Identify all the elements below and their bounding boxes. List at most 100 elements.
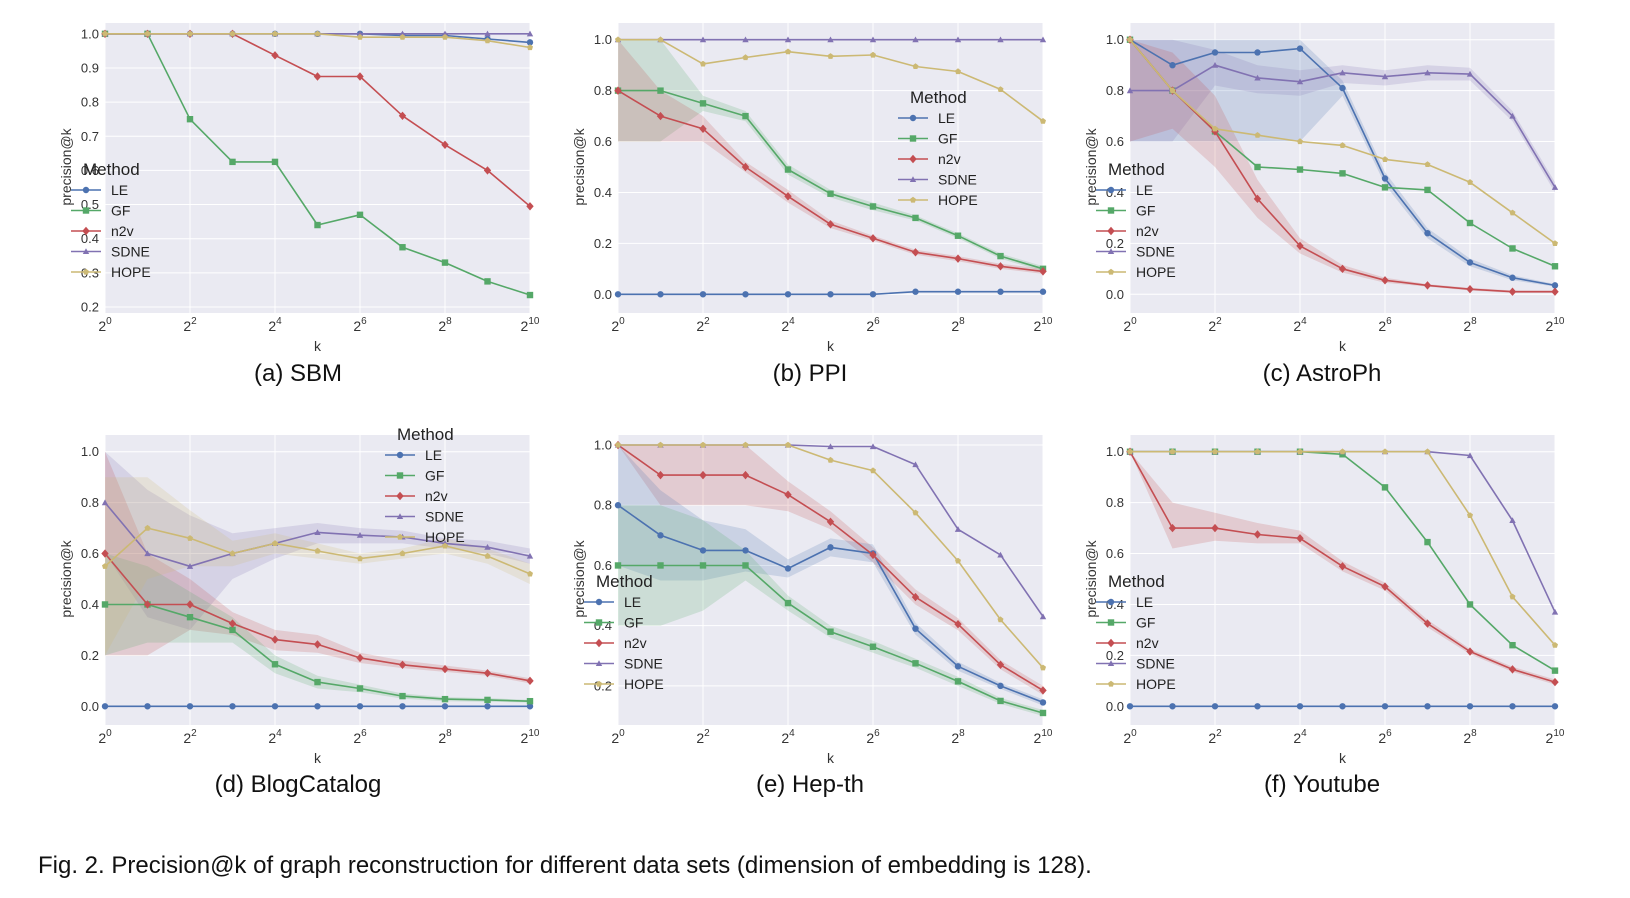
legend-marker-le [909, 114, 917, 122]
data-point-sdne [997, 36, 1004, 43]
x-tick-label: 20 [98, 316, 112, 334]
x-tick-label: 22 [1208, 316, 1222, 334]
data-point-le [314, 703, 321, 710]
data-point-gf [699, 100, 707, 107]
data-point-le [784, 565, 792, 572]
data-point-n2v [911, 592, 920, 602]
data-point-n2v [1296, 534, 1304, 543]
y-tick-label: 0.0 [81, 699, 99, 714]
subcaption-blogcatalog: (d) BlogCatalog [214, 771, 382, 798]
data-point-gf [526, 697, 534, 705]
legend-label: GF [938, 131, 957, 147]
data-point-hope [827, 53, 834, 59]
data-point-le [1169, 61, 1176, 69]
data-point-le [1466, 259, 1474, 266]
legend-marker-n2v [595, 638, 603, 648]
legend-marker-n2v [909, 154, 917, 164]
data-point-hope [657, 441, 664, 448]
data-point-n2v [1039, 686, 1047, 695]
data-point-hope [1552, 240, 1558, 246]
subcaption-astroph: (c) AstroPh [1262, 360, 1382, 387]
y-tick-label: 0.7 [81, 129, 99, 144]
data-point-sdne [1466, 70, 1474, 77]
confidence-band-gf [105, 553, 530, 703]
data-point-n2v [826, 220, 835, 229]
data-point-gf [827, 190, 834, 197]
data-point-sdne [526, 552, 534, 559]
legend: Method LE GF n2v SDNE HOPE [385, 425, 465, 545]
data-point-n2v [526, 202, 534, 211]
data-point-n2v [784, 490, 792, 499]
legend-marker-n2v [1107, 226, 1115, 236]
y-tick-label: 0.6 [594, 558, 612, 573]
x-tick-label: 22 [696, 728, 710, 746]
data-point-gf [229, 626, 236, 634]
data-point-sdne [954, 36, 962, 43]
data-point-n2v [614, 86, 622, 95]
legend-label: HOPE [938, 192, 978, 208]
data-point-le [484, 703, 491, 710]
data-point-hope [1339, 142, 1346, 148]
data-point-le [526, 703, 534, 710]
data-point-gf [441, 695, 449, 703]
x-tick-label: 26 [353, 728, 367, 746]
x-axis-label: k [314, 750, 322, 766]
data-point-sdne [1296, 78, 1304, 85]
x-tick-label: 24 [268, 728, 282, 746]
legend: Method LE GF n2v SDNE HOPE [1096, 572, 1176, 692]
y-axis-label: precision@k [58, 127, 74, 205]
data-point-hope [1467, 512, 1473, 518]
legend-title: Method [596, 572, 653, 591]
data-point-n2v [398, 111, 407, 120]
legend-item-hope: HOPE [385, 529, 465, 545]
legend-marker-hope [1108, 680, 1114, 687]
data-point-n2v [656, 111, 665, 121]
y-axis-label: precision@k [1083, 539, 1099, 617]
y-tick-label: 1.0 [594, 32, 612, 47]
legend-marker-le [1107, 186, 1115, 194]
data-point-le [614, 502, 622, 509]
plot-background [105, 23, 530, 313]
confidence-band-n2v [618, 445, 1043, 695]
y-tick-label: 0.4 [1106, 597, 1124, 612]
data-point-n2v [271, 51, 279, 60]
data-point-le [1296, 45, 1304, 52]
data-point-n2v [526, 676, 534, 686]
x-tick-label: 20 [1123, 728, 1137, 746]
data-point-gf [1424, 186, 1431, 194]
data-point-n2v [699, 470, 707, 480]
data-point-sdne [1509, 517, 1516, 524]
legend-item-hope: HOPE [584, 676, 664, 692]
legend-label: HOPE [425, 529, 465, 545]
subcaption-sbm: (a) SBM [253, 360, 342, 387]
x-tick-label: 22 [696, 316, 710, 334]
legend-item-n2v: n2v [385, 488, 448, 504]
data-point-n2v [1508, 665, 1517, 674]
x-axis-label: k [827, 750, 835, 766]
confidence-band-n2v [105, 451, 530, 684]
legend-label: SDNE [938, 172, 977, 188]
data-point-hope [1552, 642, 1558, 648]
legend-title: Method [1108, 160, 1165, 179]
data-point-hope [1424, 161, 1431, 167]
data-point-le [229, 703, 236, 710]
data-point-sdne [827, 443, 834, 450]
legend-item-sdne: SDNE [1096, 656, 1175, 672]
data-point-hope [399, 34, 406, 40]
y-tick-label: 0.2 [1106, 236, 1124, 251]
data-point-gf [1551, 667, 1559, 674]
data-point-sdne [869, 36, 877, 43]
y-tick-label: 0.0 [594, 287, 612, 302]
data-point-n2v [656, 470, 665, 480]
data-point-le [1381, 175, 1389, 182]
series-le [614, 502, 1047, 706]
data-point-sdne [912, 36, 919, 43]
data-point-le [997, 682, 1004, 690]
legend-marker-sdne [82, 248, 90, 255]
data-point-gf [1339, 170, 1346, 177]
data-point-le [1551, 703, 1559, 710]
plot-background [1130, 435, 1555, 725]
legend-marker-gf [1107, 619, 1115, 626]
data-point-hope [144, 524, 151, 531]
data-point-n2v [186, 600, 194, 609]
